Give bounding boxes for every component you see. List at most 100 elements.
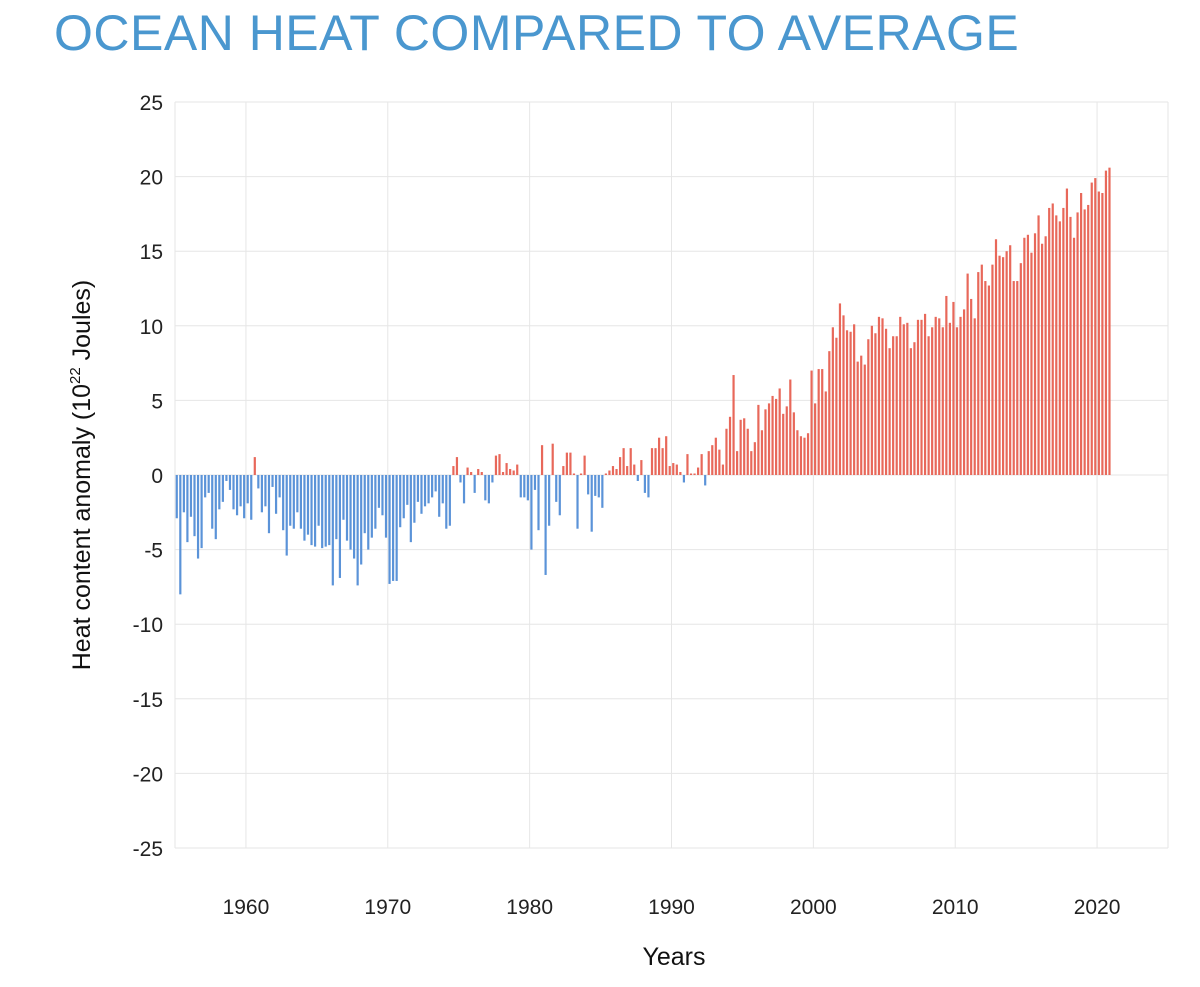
bar	[175, 475, 178, 519]
bar	[427, 475, 430, 504]
bar	[970, 298, 973, 475]
bar	[540, 445, 544, 475]
bar	[289, 475, 292, 526]
bar	[959, 316, 962, 475]
bar	[260, 475, 263, 513]
bar	[618, 457, 622, 475]
bar	[941, 327, 944, 475]
bar	[576, 475, 579, 529]
bar	[597, 475, 600, 498]
bar	[494, 455, 498, 475]
bar	[1012, 281, 1015, 475]
bar	[303, 475, 306, 541]
bar	[906, 322, 909, 475]
bar	[384, 475, 388, 538]
bar	[583, 455, 586, 475]
x-tick-label: 1960	[223, 896, 270, 919]
bar	[895, 336, 898, 475]
bar	[1090, 182, 1093, 475]
bar	[487, 475, 490, 504]
bar	[828, 351, 831, 475]
bar	[636, 475, 639, 481]
bar	[519, 475, 522, 498]
bar	[657, 437, 661, 475]
bar	[221, 475, 224, 502]
bar	[633, 464, 636, 475]
bar	[679, 472, 682, 475]
bar	[207, 475, 210, 493]
bar	[565, 452, 568, 475]
bar	[647, 475, 650, 498]
bar	[626, 466, 629, 475]
bar	[257, 475, 260, 489]
bar	[1037, 215, 1040, 475]
bar	[214, 475, 217, 540]
bar	[909, 348, 912, 475]
bar	[1033, 233, 1037, 475]
bar	[480, 472, 483, 475]
bar	[264, 475, 267, 507]
bars-group	[175, 167, 1111, 595]
bar	[360, 475, 363, 565]
bar	[196, 475, 200, 559]
bar	[321, 475, 324, 549]
bar	[228, 475, 232, 490]
bar	[516, 464, 519, 475]
bar	[867, 339, 870, 475]
bar	[562, 466, 565, 475]
bar	[977, 272, 980, 475]
bar	[438, 475, 441, 517]
bar	[558, 475, 561, 516]
bar	[1005, 251, 1008, 475]
bar	[601, 475, 604, 508]
bar	[902, 324, 905, 475]
bar	[1083, 209, 1086, 476]
bar	[1072, 237, 1076, 475]
bar	[863, 364, 866, 475]
bar	[668, 466, 671, 475]
bar	[984, 281, 987, 475]
bar	[704, 475, 707, 486]
bar	[374, 475, 377, 529]
bar	[473, 475, 476, 493]
bar	[299, 475, 302, 529]
bar	[689, 473, 693, 475]
x-axis-title: Years	[642, 943, 705, 971]
bar	[1104, 170, 1108, 475]
bar	[367, 475, 370, 550]
bar	[842, 315, 845, 475]
bar	[654, 448, 657, 475]
bar	[782, 413, 785, 475]
bar	[888, 348, 891, 475]
bar	[434, 475, 437, 492]
bar	[533, 475, 537, 490]
bar	[945, 295, 948, 475]
bar	[409, 475, 412, 543]
bar	[569, 452, 572, 475]
bar	[962, 309, 966, 475]
bar	[686, 454, 689, 475]
bar	[406, 475, 409, 505]
bar	[700, 454, 703, 475]
bar	[775, 398, 778, 475]
bar	[548, 475, 551, 526]
x-tick-label: 1990	[648, 896, 695, 919]
bar	[186, 475, 189, 543]
y-tick-label: 5	[151, 390, 163, 413]
bar	[994, 239, 998, 475]
bar	[884, 328, 888, 475]
bar	[182, 475, 185, 513]
y-tick-labels: 25 20 15 10 5 0 -5 -10 -15 -20 -25	[133, 92, 163, 861]
bar	[179, 475, 182, 595]
bar	[271, 475, 274, 487]
bar	[1044, 236, 1047, 475]
bar	[1016, 281, 1019, 475]
bar	[675, 464, 678, 475]
bar	[611, 466, 615, 475]
bar	[725, 428, 728, 475]
bar	[718, 449, 721, 475]
bar	[952, 301, 955, 475]
bar	[973, 318, 976, 475]
bar	[810, 370, 813, 475]
bar	[509, 469, 512, 475]
